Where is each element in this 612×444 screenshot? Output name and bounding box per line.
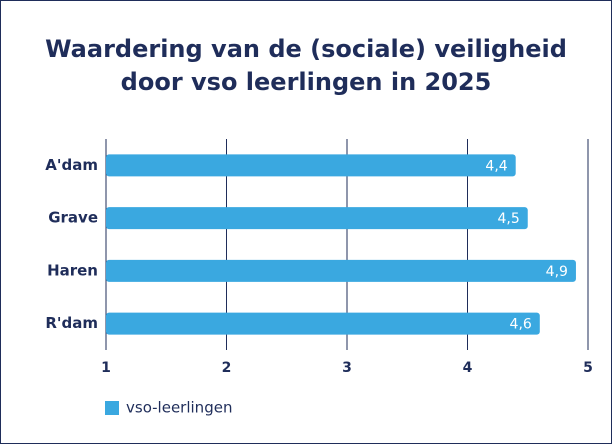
value-label: 4,5 [497,211,519,227]
bar [106,207,528,230]
value-label: 4,4 [485,158,507,174]
y-tick-label: R'dam [45,314,98,332]
x-tick-label: 3 [342,360,352,376]
x-tick-label: 2 [222,360,232,376]
bar [106,154,516,177]
legend-swatch [105,401,119,415]
x-tick-label: 4 [463,360,473,376]
chart-title: door vso leerlingen in 2025 [121,68,492,96]
x-tick-label: 5 [583,360,593,376]
y-tick-label: A'dam [45,156,98,174]
bar [106,312,540,335]
y-tick-label: Grave [48,209,98,227]
legend-label: vso-leerlingen [126,399,232,417]
y-tick-label: Haren [47,261,98,279]
value-label: 4,9 [546,264,568,280]
value-label: 4,6 [510,317,532,333]
bar [106,259,576,282]
chart-title: Waardering van de (sociale) veiligheid [45,35,567,63]
x-tick-label: 1 [101,360,111,376]
